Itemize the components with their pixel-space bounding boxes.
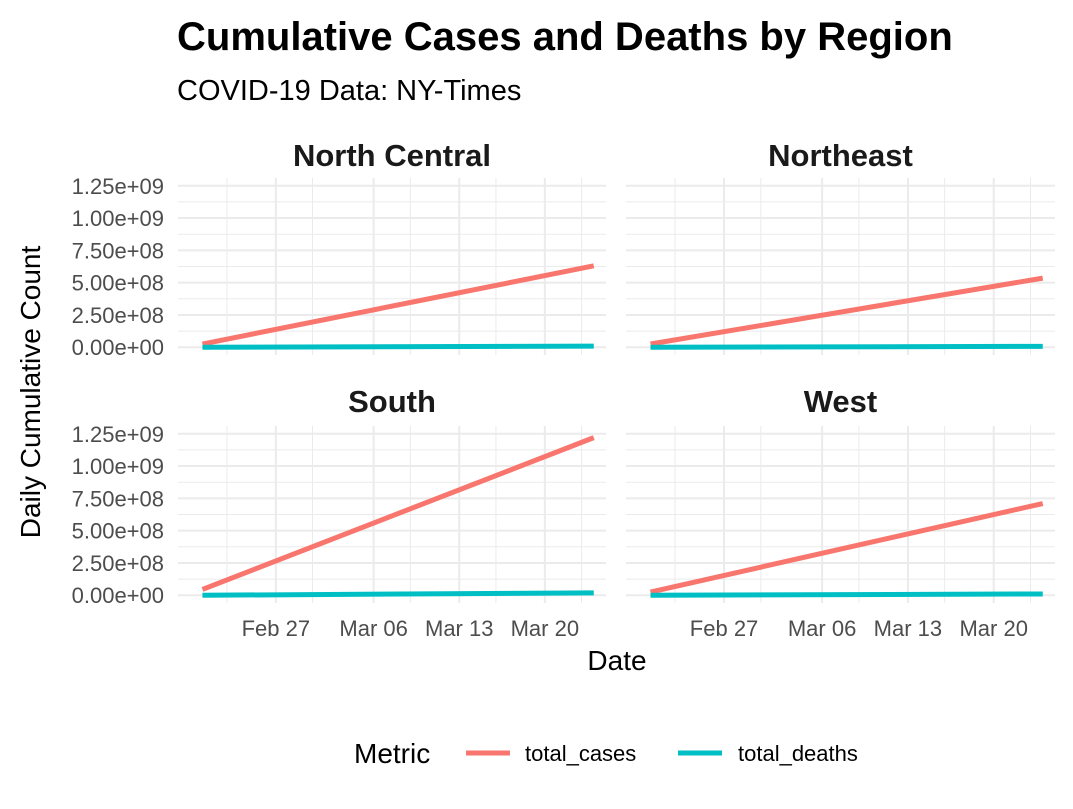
x-tick-label: Feb 27 xyxy=(242,616,311,641)
y-tick-label: 1.25e+09 xyxy=(72,174,164,199)
y-tick-label: 0.00e+00 xyxy=(72,583,164,608)
facet-title: North Central xyxy=(293,138,491,173)
facet-west: West Feb 27 Mar 06 Mar 13 Mar 20 xyxy=(626,384,1055,641)
x-tick-label: Mar 20 xyxy=(959,616,1027,641)
series-line-total-deaths xyxy=(650,591,1043,598)
legend: Metric total_cases total_deaths xyxy=(354,738,858,769)
chart-subtitle: COVID-19 Data: NY-Times xyxy=(177,75,521,107)
facet-panels: North Central 0.00e+00 2.50e+08 5.00e+08 7.5… xyxy=(72,138,1055,641)
y-tick-label: 1.25e+09 xyxy=(72,422,164,447)
series-line-total-cases xyxy=(201,263,595,347)
legend-label-total-cases: total_cases xyxy=(525,741,636,766)
x-tick-label: Mar 06 xyxy=(788,616,856,641)
y-tick-label: 0.00e+00 xyxy=(72,335,164,360)
x-axis-label: Date xyxy=(587,645,646,676)
series-line-total-cases xyxy=(649,501,1044,595)
y-tick-label: 1.00e+09 xyxy=(72,206,164,231)
x-tick-label: Feb 27 xyxy=(690,616,759,641)
series-line-total-deaths xyxy=(650,343,1043,350)
y-tick-label: 5.00e+08 xyxy=(72,519,164,544)
y-tick-label: 1.00e+09 xyxy=(72,454,164,479)
x-tick-label: Mar 13 xyxy=(874,616,942,641)
y-axis-label: Daily Cumulative Count xyxy=(15,246,46,539)
y-tick-label: 2.50e+08 xyxy=(72,551,164,576)
facet-title: West xyxy=(804,384,878,419)
series-line-total-cases xyxy=(650,275,1044,347)
facet-title: Northeast xyxy=(768,138,913,173)
series-line-total-deaths xyxy=(202,590,594,598)
facet-north-central: North Central 0.00e+00 2.50e+08 5.00e+08 7.5… xyxy=(72,138,606,360)
x-tick-label: Mar 06 xyxy=(339,616,407,641)
y-tick-label: 7.50e+08 xyxy=(72,486,164,511)
series-line-total-cases xyxy=(201,435,595,592)
facet-south: South 0.00e+00 2.50e+08 5.00e+08 7.50e+08 1.0… xyxy=(72,384,606,641)
chart-title: Cumulative Cases and Deaths by Region xyxy=(177,15,953,59)
y-tick-label: 7.50e+08 xyxy=(72,238,164,263)
legend-label-total-deaths: total_deaths xyxy=(738,741,858,766)
series-line-total-deaths xyxy=(202,343,594,350)
x-tick-label: Mar 20 xyxy=(511,616,579,641)
legend-title: Metric xyxy=(354,738,430,769)
y-tick-label: 5.00e+08 xyxy=(72,271,164,296)
x-tick-label: Mar 13 xyxy=(425,616,493,641)
facet-title: South xyxy=(348,384,436,419)
facet-northeast: Northeast xyxy=(626,138,1055,355)
y-tick-label: 2.50e+08 xyxy=(72,303,164,328)
